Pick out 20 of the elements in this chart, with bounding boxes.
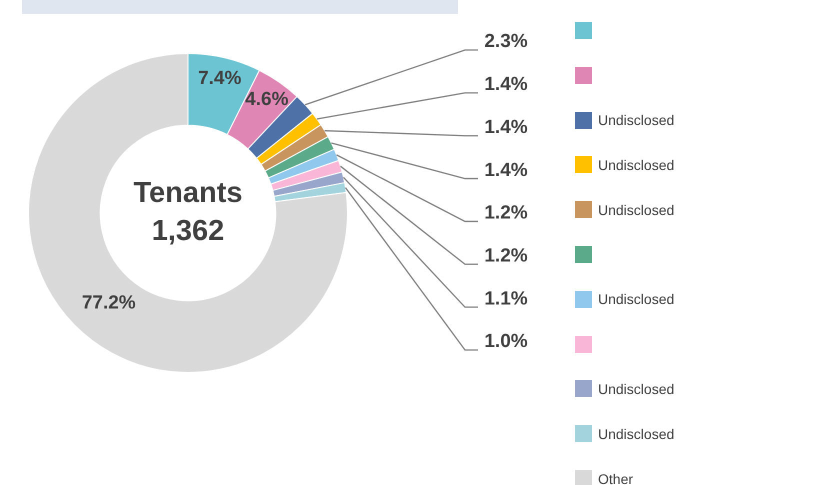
- data-label: 77.2%: [82, 292, 136, 314]
- data-label: 1.4%: [484, 116, 528, 138]
- legend-label: Undisclosed: [598, 426, 674, 442]
- legend-label: Undisclosed: [598, 202, 674, 218]
- data-label: 7.4%: [198, 68, 242, 89]
- legend-label: Other: [598, 470, 634, 485]
- legend-label: Undisclosed: [598, 291, 674, 308]
- legend-label: Undisclosed: [598, 380, 674, 397]
- text: Tenants: [133, 177, 243, 209]
- data-label: 1.4%: [484, 160, 528, 181]
- text: 1,362: [152, 215, 224, 247]
- legend-label: Undisclosed: [598, 156, 674, 173]
- data-label: 1.4%: [484, 74, 528, 96]
- data-label: 1.0%: [484, 331, 528, 352]
- data-label: 1.2%: [484, 202, 528, 224]
- data-label: 4.6%: [245, 89, 289, 110]
- data-label: 2.3%: [484, 31, 528, 52]
- legend-label: Undisclosed: [598, 112, 674, 128]
- data-label: 1.2%: [484, 246, 528, 267]
- data-label: 1.1%: [484, 288, 528, 310]
